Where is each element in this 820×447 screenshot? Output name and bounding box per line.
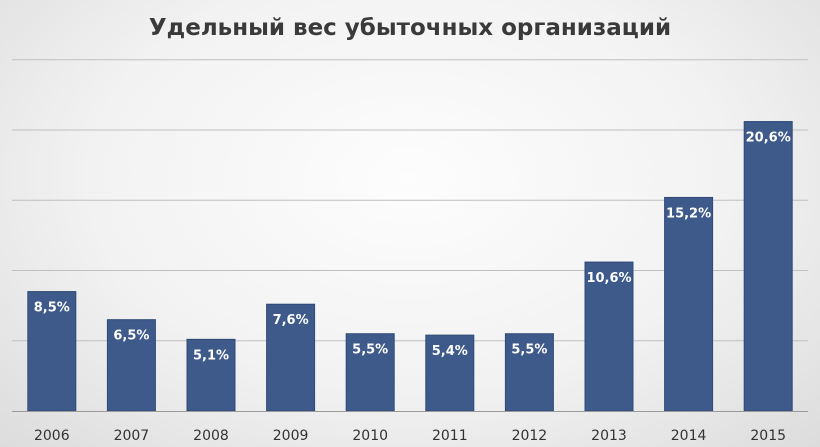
- data-label-2006: 8,5%: [34, 301, 70, 316]
- bar-2006: [27, 291, 77, 412]
- data-label-2008: 5,1%: [193, 348, 229, 363]
- x-tick-label-2013: 2013: [591, 428, 627, 444]
- data-label-2014: 15,2%: [666, 206, 711, 221]
- bar-2008: [186, 338, 236, 412]
- bar-2010: [345, 333, 395, 412]
- x-tick-labels: 2006 2007 2008 2009 2010 2011 2012 2013 2014 2015: [34, 428, 786, 444]
- data-label-2007: 6,5%: [113, 329, 149, 344]
- data-label-2010: 5,5%: [352, 343, 388, 358]
- x-tick-label-2008: 2008: [193, 428, 229, 444]
- data-label-2012: 5,5%: [511, 343, 547, 358]
- chart-title: Удельный вес убыточных организаций: [149, 15, 671, 41]
- data-label-2009: 7,6%: [273, 313, 309, 328]
- x-tick-label-2015: 2015: [750, 428, 786, 444]
- bar-2012: [504, 333, 554, 412]
- bar-2014: [664, 196, 714, 412]
- x-tick-label-2009: 2009: [273, 428, 309, 444]
- x-tick-label-2010: 2010: [352, 428, 388, 444]
- data-label-2013: 10,6%: [586, 271, 631, 286]
- x-tick-label-2011: 2011: [432, 428, 468, 444]
- x-tick-label-2006: 2006: [34, 428, 70, 444]
- bar-2011: [425, 334, 475, 412]
- data-labels: 8,5% 6,5% 5,1% 7,6% 5,5% 5,4% 5,5% 10,6% 15,2% 20…: [34, 131, 791, 364]
- x-tick-label-2012: 2012: [512, 428, 548, 444]
- bar-2013: [584, 261, 634, 412]
- data-label-2015: 20,6%: [746, 131, 791, 146]
- x-tick-label-2014: 2014: [671, 428, 707, 444]
- data-label-2011: 5,4%: [432, 344, 468, 359]
- bars: [27, 121, 793, 412]
- x-tick-label-2007: 2007: [114, 428, 150, 444]
- bar-2015: [743, 121, 793, 412]
- bar-2009: [266, 303, 316, 412]
